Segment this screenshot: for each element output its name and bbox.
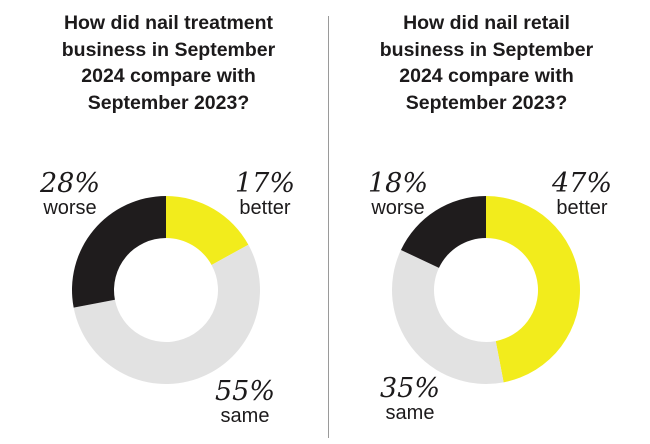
label-same: 55% same	[205, 378, 285, 426]
donut-slice-same	[73, 244, 260, 384]
donut-slice-better	[166, 196, 249, 265]
cat-better: better	[239, 197, 291, 219]
donut-slice-same	[392, 249, 504, 384]
pct-same: 55%	[214, 376, 275, 407]
pct-better: 17%	[234, 168, 295, 199]
pct-worse: 18%	[367, 168, 428, 199]
donut-chart	[392, 196, 580, 384]
cat-same: same	[385, 402, 435, 424]
panel-divider	[328, 16, 329, 438]
chart-title: How did nail treatment business in Septe…	[61, 12, 276, 114]
cat-worse: worse	[43, 197, 97, 219]
pct-same: 35%	[379, 373, 440, 404]
chart-title: How did nail retail business in Septembe…	[379, 12, 594, 114]
donut-slice-better	[486, 196, 580, 383]
donut-chart	[72, 196, 260, 384]
label-worse: 18% worse	[358, 170, 438, 218]
label-better: 17% better	[225, 170, 305, 218]
label-better: 47% better	[542, 170, 622, 218]
cat-worse: worse	[371, 197, 425, 219]
chart-panel-retail: How did nail retail business in Septembe…	[326, 0, 650, 444]
label-same: 35% same	[370, 375, 450, 423]
cat-same: same	[220, 405, 270, 427]
cat-better: better	[556, 197, 608, 219]
chart-panel-treatment: How did nail treatment business in Septe…	[30, 12, 305, 426]
pct-better: 47%	[551, 168, 612, 199]
donut-slice-worse	[72, 196, 166, 308]
donut-slice-worse	[400, 196, 486, 268]
pct-worse: 28%	[39, 168, 100, 199]
label-worse: 28% worse	[30, 170, 110, 218]
